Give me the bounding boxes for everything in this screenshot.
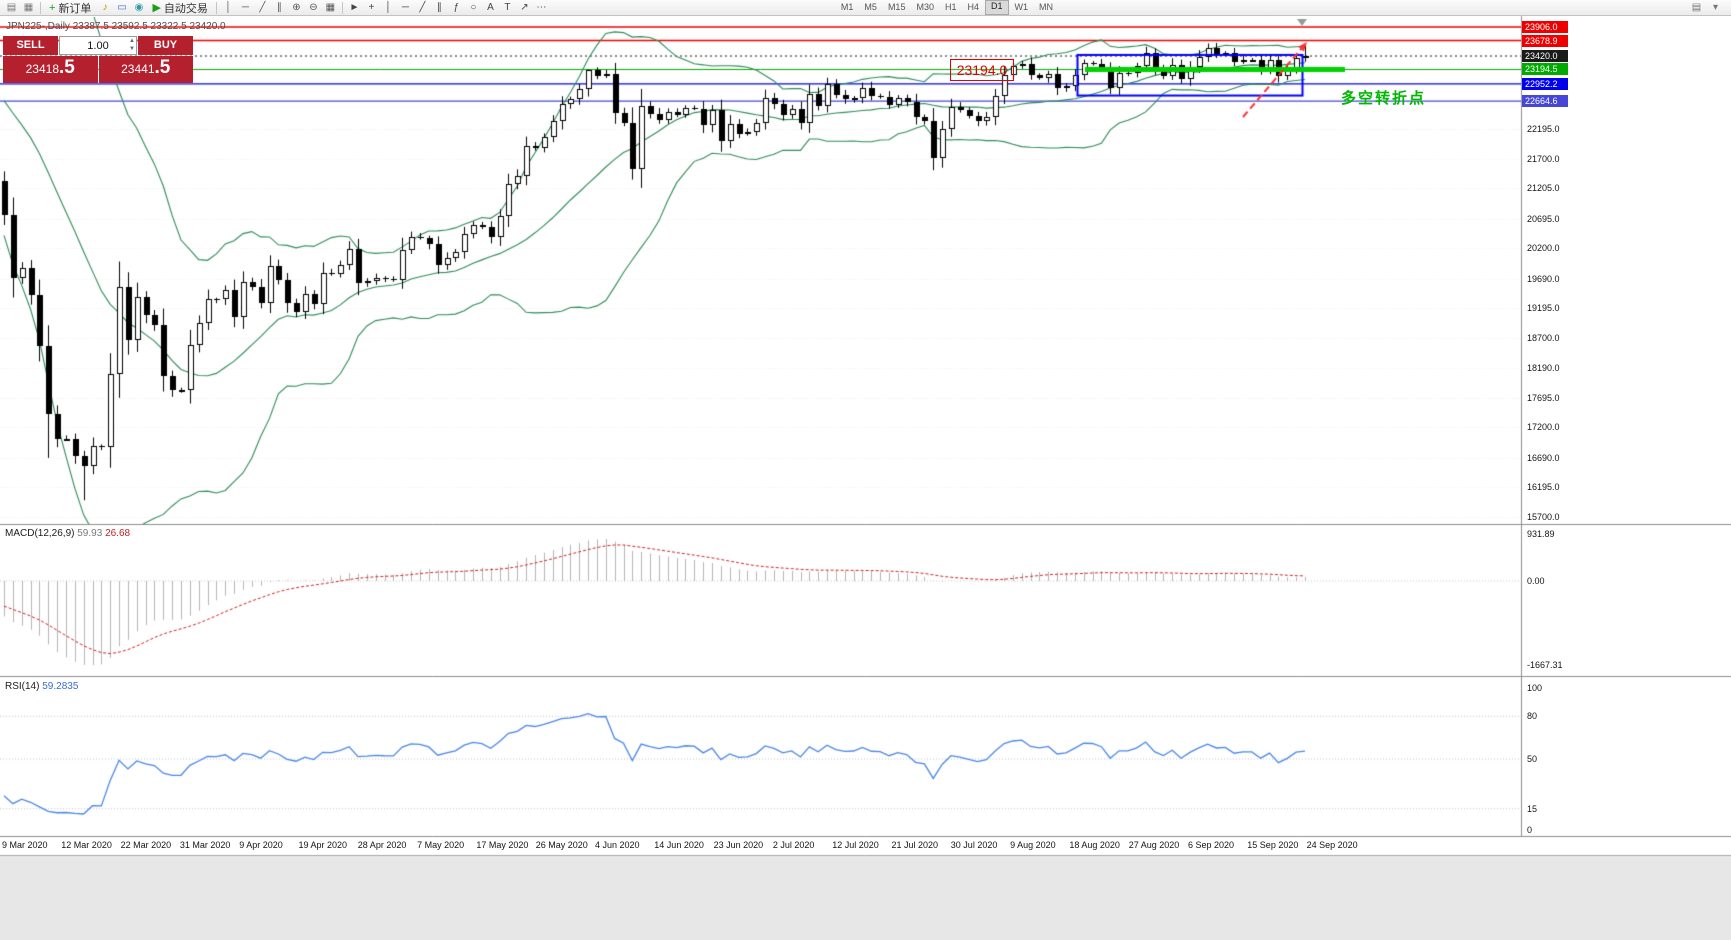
text-label-icon[interactable]: T [504, 2, 511, 13]
timeframe-M30[interactable]: M30 [916, 2, 934, 12]
volume-spinner[interactable]: ▲ ▼ [129, 37, 135, 53]
volume-up-icon[interactable]: ▲ [129, 38, 135, 44]
tline-tool-icon[interactable]: ╱ [419, 2, 426, 13]
timeframe-W1[interactable]: W1 [1014, 2, 1029, 12]
timeframe-M15[interactable]: M15 [887, 2, 906, 12]
toolbar-right: ▤ ▾ [1688, 1, 1724, 15]
toolbar-separator [215, 1, 217, 14]
new-order-button[interactable]: + 新订单 [44, 1, 96, 15]
vline-tool-icon[interactable]: │ [385, 2, 392, 13]
zoom-in-icon[interactable]: ⊕ [292, 2, 301, 13]
ellipse-icon[interactable]: ○ [470, 2, 477, 13]
timeframe-H4[interactable]: H4 [967, 2, 979, 12]
horizontal-line-icon[interactable]: ─ [241, 2, 249, 13]
buy-price-pips: .5 [154, 57, 171, 78]
more-tools-icon[interactable]: ⋯ [536, 2, 547, 13]
toolbar-separator [341, 1, 343, 14]
profiles-icon[interactable]: ▦ [23, 2, 34, 13]
sell-price-base: 23418 [25, 62, 59, 76]
arrow-tool-icon[interactable]: ↗ [520, 2, 529, 13]
sell-price-pips: .5 [59, 57, 75, 78]
channel-icon[interactable]: ∥ [276, 2, 282, 13]
metaquotes-icon[interactable]: ◉ [134, 2, 144, 13]
toolbar-separator [40, 1, 41, 14]
timeframe-H1[interactable]: H1 [944, 2, 957, 12]
hline-tool-icon[interactable]: ─ [401, 2, 409, 13]
toolbar-options-icon[interactable]: ▾ [1712, 2, 1719, 13]
new-chart-icon[interactable]: ▤ [6, 2, 17, 13]
timeframe-toolbar: M1 M5 M15 M30 H1 H4 D1 W1 MN [836, 0, 1058, 15]
volume-value: 1.00 [87, 39, 109, 52]
turning-point-label[interactable]: 多空转折点 [1341, 90, 1427, 107]
equidistant-channel-icon[interactable]: ∥ [436, 2, 442, 13]
zoom-out-icon[interactable]: ⊖ [309, 2, 318, 13]
tile-windows-icon[interactable]: ▦ [325, 2, 336, 13]
buy-price-base: 23441 [121, 62, 155, 76]
fibonacci-icon[interactable]: ƒ [453, 2, 460, 13]
autotrading-button[interactable]: ▶ 自动交易 [147, 1, 212, 15]
arrange-windows-icon[interactable]: ▤ [1691, 2, 1702, 13]
autotrading-button-glyph: ▶ [152, 2, 161, 14]
crosshair-icon[interactable]: + [368, 2, 375, 13]
macd-name: MACD(12,26,9) [5, 528, 75, 539]
cursor-icon[interactable]: ► [349, 2, 360, 13]
sell-price[interactable]: 23418.5 [3, 56, 98, 83]
timeframe-M1[interactable]: M1 [840, 2, 854, 12]
volume-input[interactable]: 1.00 ▲ ▼ [59, 36, 137, 55]
alerts-icon[interactable]: ♪ [102, 2, 108, 13]
buy-button[interactable]: BUY [138, 36, 193, 55]
timeframe-D1[interactable]: D1 [985, 0, 1009, 15]
vertical-line-icon[interactable]: │ [225, 2, 232, 13]
trendline-icon[interactable]: ╱ [259, 2, 266, 13]
rsi-indicator-label: RSI(14) 59.2835 [5, 681, 78, 692]
autotrading-button-label: 自动交易 [163, 2, 208, 15]
sell-button[interactable]: SELL [3, 36, 58, 55]
chart-header-ohlc: JPN225-,Daily 23387.5 23592.5 23322.5 23… [6, 21, 226, 32]
one-click-trading-panel: SELL 1.00 ▲ ▼ BUY 23418.5 23441.5 [3, 36, 193, 83]
price-annotation-box[interactable]: 23194.0 [950, 59, 1014, 81]
rsi-value: 59.2835 [42, 681, 79, 692]
toolbar: ▤ ▦ + 新订单 ♪ ▭ ◉ ▶ 自动交易 │ ─ ╱ ∥ ⊕ ⊖ ▦ ► + │ ─ ╱ ∥ ƒ ○ A T ↗ ⋯ M1 M5 M15… [0, 0, 1731, 16]
macd-signal-value: 26.68 [105, 528, 131, 539]
timeframe-MN[interactable]: MN [1039, 2, 1054, 12]
text-icon[interactable]: A [487, 2, 494, 13]
buy-price[interactable]: 23441.5 [98, 56, 193, 83]
volume-down-icon[interactable]: ▼ [129, 46, 135, 52]
macd-main-value: 59.93 [77, 528, 103, 539]
new-order-button-glyph: + [49, 1, 56, 14]
new-order-button-label: 新订单 [58, 2, 92, 15]
macd-indicator-label: MACD(12,26,9) 59.93 26.68 [5, 528, 130, 539]
timeframe-M5[interactable]: M5 [864, 2, 877, 12]
rsi-name: RSI(14) [5, 681, 40, 692]
market-watch-icon[interactable]: ▭ [117, 2, 127, 13]
